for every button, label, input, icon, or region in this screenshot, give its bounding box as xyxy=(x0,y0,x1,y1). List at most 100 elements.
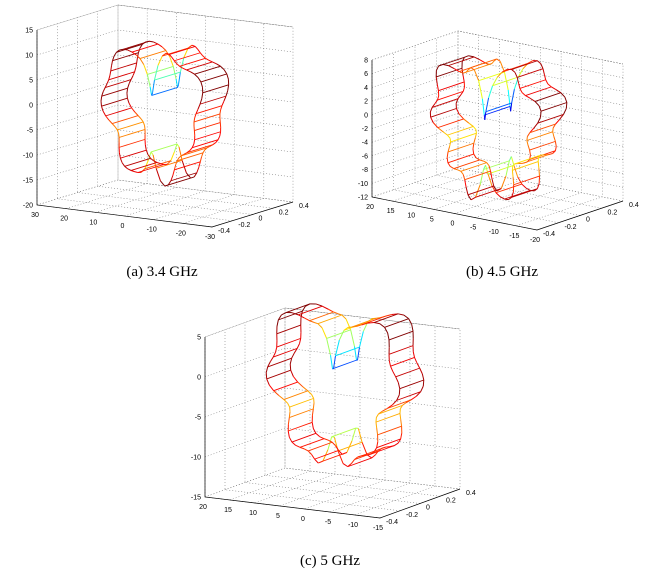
ribbon-segment xyxy=(346,440,353,453)
ribbon-segment xyxy=(461,68,464,76)
z-tick-label: 4 xyxy=(364,85,368,92)
ribbon-rung xyxy=(484,105,511,116)
ribbon-segment xyxy=(193,139,196,145)
ribbon-segment xyxy=(376,427,379,435)
z-tick-label: 0 xyxy=(364,112,368,119)
z-tick-label: -5 xyxy=(195,415,201,422)
ribbon-segment xyxy=(385,313,392,317)
ribbon-segment xyxy=(496,58,501,62)
ribbon-rung xyxy=(390,357,415,367)
ribbon-segment xyxy=(331,441,336,447)
ribbon-segment xyxy=(104,83,108,88)
ribbon-segment xyxy=(328,308,334,313)
ribbon-segment xyxy=(309,320,315,323)
z-tick-label: -10 xyxy=(191,455,201,462)
ribbon-segment xyxy=(136,52,139,58)
ribbon-rung xyxy=(465,63,492,73)
ribbon-rung xyxy=(147,65,174,75)
z-axis-ticks: 5 0 -5 -10 -15 xyxy=(191,335,201,502)
ribbon-rung xyxy=(273,381,298,392)
ribbon-segment xyxy=(548,152,553,156)
ribbon-segment xyxy=(537,117,541,124)
ribbon-segment xyxy=(200,81,203,88)
ribbon-segment xyxy=(189,147,193,151)
ribbon-segment xyxy=(432,122,439,128)
ribbon-rung xyxy=(170,172,197,182)
ribbon-segment xyxy=(559,114,564,120)
ribbon-segment xyxy=(202,55,206,59)
ribbon-rung xyxy=(512,161,539,171)
ribbon-segment xyxy=(351,427,357,442)
ribbon-rung xyxy=(289,397,314,408)
ribbon-segment xyxy=(131,107,136,113)
ribbon-rung xyxy=(186,144,213,154)
z-tick-label: -2 xyxy=(362,126,368,133)
ribbon-segment xyxy=(287,402,291,408)
ribbon-segment xyxy=(283,399,288,404)
ribbon-segment xyxy=(137,47,141,53)
ribbon-segment xyxy=(463,118,470,124)
ribbon-rung xyxy=(335,346,360,357)
ribbon-segment xyxy=(430,116,434,123)
ribbon-segment xyxy=(525,187,531,191)
grid xyxy=(371,30,624,231)
ribbon-segment xyxy=(560,92,566,98)
ribbon-segment xyxy=(357,428,363,443)
ribbon-segment xyxy=(265,366,269,373)
ribbon-segment xyxy=(458,113,464,120)
ribbon-segment xyxy=(539,111,542,118)
ribbon-segment xyxy=(530,189,535,192)
ribbon-segment xyxy=(449,141,452,147)
ribbon-segment xyxy=(554,146,557,151)
ribbon-segment xyxy=(311,394,315,399)
ribbon-segment xyxy=(431,103,436,108)
z-tick-label: -10 xyxy=(358,181,368,188)
ribbon-segment xyxy=(400,419,403,427)
ribbon-segment xyxy=(112,55,115,61)
ribbon-segment xyxy=(152,79,155,93)
ribbon-rung xyxy=(378,404,403,415)
z-tick-label: -20 xyxy=(23,203,33,210)
ribbon-rung xyxy=(495,183,522,194)
ribbon-segment xyxy=(529,128,534,134)
ribbon-rung xyxy=(376,438,401,449)
ribbon-rung xyxy=(375,412,401,423)
ribbon-segment xyxy=(508,196,512,201)
z-tick-label: 5 xyxy=(197,335,201,342)
ribbon-segment xyxy=(127,49,133,53)
x-tick-label: -10 xyxy=(348,522,358,529)
x-tick-label: 0 xyxy=(121,223,125,230)
ribbon-segment xyxy=(287,417,290,425)
ribbon-rung xyxy=(276,337,301,348)
z-tick-label: 2 xyxy=(364,99,368,106)
ribbon-segment xyxy=(519,88,523,93)
ribbon-rung xyxy=(525,86,552,96)
z-tick-label: -15 xyxy=(23,178,33,185)
ribbon-segment xyxy=(202,149,206,154)
ribbon-segment xyxy=(490,170,493,179)
ribbon-segment xyxy=(190,71,195,75)
ribbon-segment xyxy=(447,162,451,167)
ribbon-segment xyxy=(387,332,390,341)
z-tick-label: -4 xyxy=(362,140,368,147)
ribbon-segment xyxy=(172,169,175,176)
ribbon-segment xyxy=(474,133,477,138)
ribbon-rung xyxy=(519,79,546,89)
x-axis-ticks: 20 15 10 5 0 -5 -10 -15 -20 xyxy=(366,204,540,244)
ribbon-segment xyxy=(169,56,174,67)
ribbon-segment xyxy=(142,121,145,126)
ribbon-rung xyxy=(116,43,143,53)
ribbon-segment xyxy=(479,59,486,64)
ribbon-segment xyxy=(543,74,547,80)
ribbon-segment xyxy=(488,85,494,98)
ribbon-segment xyxy=(437,127,444,133)
ribbon-rung xyxy=(529,140,556,151)
x-tick-label: -20 xyxy=(176,230,186,237)
ribbon-segment xyxy=(563,108,567,115)
ribbon-segment xyxy=(193,172,198,178)
ribbon-segment xyxy=(295,444,301,448)
ribbon-segment xyxy=(390,365,394,372)
ribbon-segment xyxy=(565,102,568,109)
ribbon-segment xyxy=(304,317,310,322)
ribbon-segment xyxy=(191,143,195,148)
